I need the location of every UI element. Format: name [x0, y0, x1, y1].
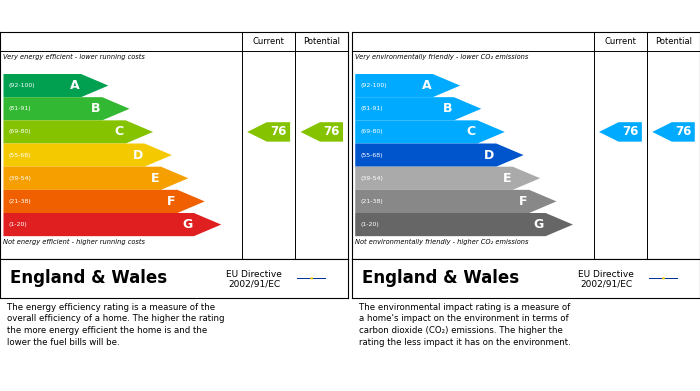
- Text: Current: Current: [605, 37, 636, 46]
- Text: 2002/91/EC: 2002/91/EC: [228, 280, 280, 289]
- Polygon shape: [599, 122, 642, 142]
- Text: Potential: Potential: [655, 37, 692, 46]
- Text: England & Wales: England & Wales: [10, 269, 167, 287]
- Text: D: D: [132, 149, 143, 161]
- Polygon shape: [4, 167, 188, 190]
- Polygon shape: [4, 120, 153, 143]
- Text: (92-100): (92-100): [8, 83, 35, 88]
- Text: (21-38): (21-38): [8, 199, 32, 204]
- Text: D: D: [484, 149, 494, 161]
- Text: (39-54): (39-54): [360, 176, 384, 181]
- Text: E: E: [150, 172, 159, 185]
- Text: EU Directive: EU Directive: [226, 270, 282, 279]
- Text: Not environmentally friendly - higher CO₂ emissions: Not environmentally friendly - higher CO…: [355, 239, 528, 244]
- Text: 76: 76: [675, 126, 692, 138]
- Text: (55-68): (55-68): [8, 152, 32, 158]
- Polygon shape: [4, 74, 108, 97]
- Text: 76: 76: [622, 126, 638, 138]
- Text: Energy Efficiency Rating: Energy Efficiency Rating: [7, 9, 190, 23]
- Text: F: F: [519, 195, 527, 208]
- Text: EU Directive: EU Directive: [578, 270, 634, 279]
- Text: (69-80): (69-80): [8, 129, 32, 135]
- Text: B: B: [442, 102, 452, 115]
- Polygon shape: [247, 122, 290, 142]
- Text: G: G: [182, 218, 192, 231]
- Text: (1-20): (1-20): [360, 222, 379, 227]
- Text: (81-91): (81-91): [8, 106, 32, 111]
- Text: Potential: Potential: [303, 37, 340, 46]
- Polygon shape: [355, 213, 573, 236]
- Text: Environmental Impact (CO₂) Rating: Environmental Impact (CO₂) Rating: [358, 9, 621, 23]
- Polygon shape: [4, 190, 204, 213]
- Polygon shape: [4, 213, 221, 236]
- Polygon shape: [355, 167, 540, 190]
- Text: A: A: [421, 79, 431, 92]
- Polygon shape: [355, 74, 460, 97]
- Polygon shape: [652, 122, 695, 142]
- Text: Very environmentally friendly - lower CO₂ emissions: Very environmentally friendly - lower CO…: [355, 54, 528, 60]
- Text: E: E: [503, 172, 511, 185]
- Polygon shape: [355, 97, 482, 120]
- Text: C: C: [115, 126, 124, 138]
- Text: Current: Current: [253, 37, 285, 46]
- Polygon shape: [355, 190, 556, 213]
- Text: The energy efficiency rating is a measure of the
overall efficiency of a home. T: The energy efficiency rating is a measur…: [7, 303, 225, 347]
- Text: Not energy efficient - higher running costs: Not energy efficient - higher running co…: [4, 239, 146, 244]
- Text: B: B: [91, 102, 101, 115]
- Text: Very energy efficient - lower running costs: Very energy efficient - lower running co…: [4, 54, 146, 60]
- Text: (1-20): (1-20): [8, 222, 27, 227]
- Text: (69-80): (69-80): [360, 129, 383, 135]
- Text: F: F: [167, 195, 176, 208]
- Text: G: G: [533, 218, 544, 231]
- Polygon shape: [355, 120, 505, 143]
- Text: (21-38): (21-38): [360, 199, 383, 204]
- Text: C: C: [467, 126, 476, 138]
- Polygon shape: [4, 143, 172, 167]
- Polygon shape: [300, 122, 343, 142]
- Text: 76: 76: [323, 126, 340, 138]
- Text: 2002/91/EC: 2002/91/EC: [580, 280, 632, 289]
- Text: (39-54): (39-54): [8, 176, 32, 181]
- Polygon shape: [355, 143, 524, 167]
- Text: A: A: [70, 79, 79, 92]
- Text: England & Wales: England & Wales: [362, 269, 519, 287]
- Text: (81-91): (81-91): [360, 106, 383, 111]
- Text: 76: 76: [270, 126, 286, 138]
- Polygon shape: [4, 97, 130, 120]
- Text: (92-100): (92-100): [360, 83, 387, 88]
- Text: (55-68): (55-68): [360, 152, 383, 158]
- Text: The environmental impact rating is a measure of
a home's impact on the environme: The environmental impact rating is a mea…: [358, 303, 570, 347]
